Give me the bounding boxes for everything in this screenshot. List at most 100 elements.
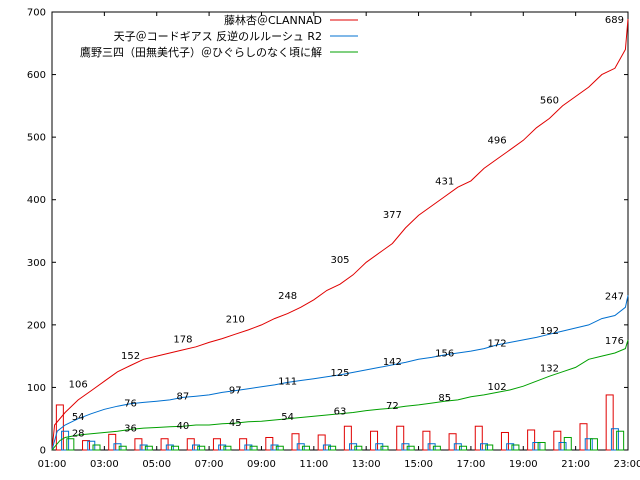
series-1-bar [553, 430, 562, 451]
x-tick-label: 07:00 [195, 459, 224, 470]
series-3-data-label: 85 [438, 393, 451, 404]
series-1-data-label: 248 [278, 291, 297, 302]
series-3-bar [328, 445, 337, 451]
series-1-data-label: 152 [121, 351, 140, 362]
series-2-bar [244, 444, 253, 451]
series-1-bar [212, 438, 221, 451]
x-tick-label: 23:00 [614, 459, 640, 470]
series-1-bar [422, 430, 431, 451]
series-3-bar [616, 430, 625, 451]
series-1-data-label: 178 [173, 335, 192, 346]
x-tick-label: 09:00 [247, 459, 276, 470]
x-tick-label: 11:00 [299, 459, 328, 470]
series-2-bar [610, 428, 619, 451]
x-tick-label: 13:00 [352, 459, 381, 470]
series-1-bar [291, 433, 300, 451]
series-2-data-label: 156 [435, 348, 454, 359]
series-2-data-label: 192 [540, 326, 559, 337]
series-2-bar [427, 443, 436, 451]
y-tick-label: 500 [27, 133, 46, 144]
series-2-data-label: 142 [383, 357, 402, 368]
series-1-data-label: 106 [69, 380, 88, 391]
series-2-data-label: 54 [72, 412, 85, 423]
x-tick-label: 17:00 [456, 459, 485, 470]
series-1-bar [396, 425, 405, 451]
series-3-bar [432, 445, 441, 451]
series-1-bar [160, 438, 169, 451]
series-2-bar [192, 444, 200, 451]
plot-frame [51, 11, 629, 451]
series-2-data-label: 125 [330, 368, 349, 379]
series-1-bar [265, 436, 274, 451]
series-1-data-label: 305 [330, 255, 349, 266]
series-1-bar [108, 433, 117, 451]
series-1-bar [317, 434, 326, 451]
series-1-data-label: 496 [488, 136, 507, 147]
series-1-data-label: 560 [540, 96, 559, 107]
y-tick-label: 600 [27, 70, 46, 81]
series-2-bar [218, 444, 227, 451]
x-tick-label: 21:00 [561, 459, 590, 470]
series-2-bar [480, 443, 488, 451]
y-tick-label: 700 [27, 8, 46, 19]
y-axis: 0 100 200 300 400 500 600 700 [27, 8, 628, 457]
series-1-bar [500, 431, 509, 451]
series-3-data-label: 40 [177, 421, 190, 432]
y-tick-label: 200 [27, 320, 46, 331]
series-3-data-label: 28 [72, 428, 85, 439]
data-labels-layer: 106 152 178 210 248 305 377 431 496 560 689 54 76 87 9… [69, 15, 624, 440]
series-1-bar [82, 440, 91, 451]
series-2-bar [349, 443, 358, 451]
series-3-bar [589, 438, 598, 451]
series-2-bar [401, 443, 410, 451]
series-3-data-label: 36 [124, 423, 137, 434]
series-2-bar [270, 444, 279, 451]
series-3-bar [563, 436, 572, 451]
series-1-bar [134, 438, 143, 451]
series-3-bar [144, 445, 153, 451]
series-2-bar [165, 444, 174, 451]
series-3-bar [118, 445, 127, 451]
series-3-data-label: 63 [334, 407, 347, 418]
series-2-bar [532, 441, 541, 451]
series-2-bar [453, 443, 462, 451]
series-3-data-label: 102 [488, 382, 507, 393]
series-1-bar [527, 429, 536, 451]
series-3-bar [275, 445, 284, 451]
series-2-data-label: 76 [124, 398, 137, 409]
series-1-bar [239, 438, 248, 451]
series-3-data-label: 132 [540, 363, 559, 374]
series-2-bar [87, 440, 96, 451]
series-2-bar [584, 438, 593, 451]
series-2-data-label: 172 [488, 338, 507, 349]
series-2-data-label: 97 [229, 385, 242, 396]
series-3-data-label: 45 [229, 418, 242, 429]
series-1-bar [343, 425, 352, 451]
series-3-bar [537, 441, 546, 451]
x-tick-label: 19:00 [509, 459, 538, 470]
series-2-data-label: 111 [278, 377, 297, 388]
legend-label-1: 藤林杏＠CLANNAD [224, 13, 322, 27]
y-tick-label: 400 [27, 195, 46, 206]
x-tick-label: 03:00 [90, 459, 119, 470]
series-3-bar [406, 445, 415, 451]
series-1-data-label: 377 [383, 210, 402, 221]
series-1-data-label: 689 [605, 15, 624, 26]
series-1-data-label: 210 [226, 315, 245, 326]
series-2-bar [322, 444, 331, 451]
series-1-bar [474, 425, 483, 451]
series-3-bar [66, 438, 75, 451]
y-tick-label: 0 [40, 446, 46, 457]
series-3-bar [223, 445, 232, 451]
series-2-bar [139, 444, 148, 451]
series-2-data-label: 247 [605, 291, 624, 302]
series-2-bar [558, 441, 567, 451]
series-3-bar [380, 445, 389, 451]
series-2-bar [113, 443, 122, 451]
series-2-bar [61, 430, 70, 451]
y-tick-label: 100 [27, 383, 46, 394]
series-3-bar [197, 445, 206, 451]
series-1-line [51, 18, 629, 451]
